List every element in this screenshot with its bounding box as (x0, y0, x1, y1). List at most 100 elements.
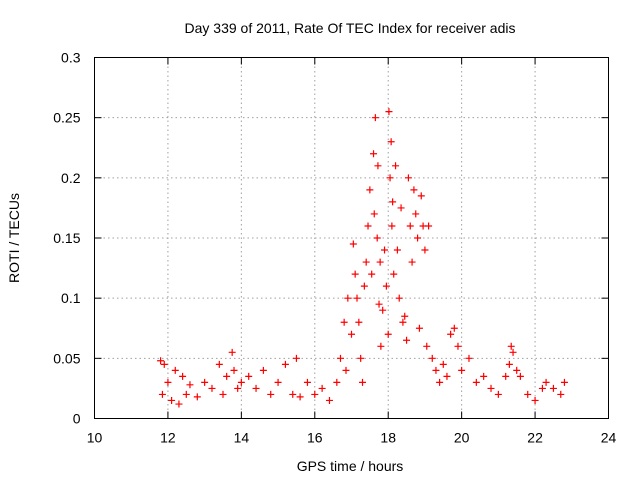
data-point (193, 393, 201, 401)
data-point (516, 372, 524, 380)
data-point (377, 342, 385, 350)
data-point (245, 372, 253, 380)
data-point (395, 294, 403, 302)
x-tick-label: 10 (87, 430, 103, 446)
data-point (223, 372, 231, 380)
data-point (370, 210, 378, 218)
tick-layer: 10 12 14 16 18 20 22 24 0 0.05 0.1 0.15 0.2 0.25 0.3 (53, 50, 616, 446)
data-point (410, 186, 418, 194)
data-point (157, 357, 165, 365)
y-tick-label: 0.2 (61, 170, 81, 186)
data-point (325, 396, 333, 404)
data-point (234, 384, 242, 392)
data-point (296, 393, 304, 401)
data-point (353, 294, 361, 302)
data-point (366, 186, 374, 194)
data-point (509, 348, 517, 356)
data-point (432, 366, 440, 374)
data-point (443, 372, 451, 380)
data-point (450, 324, 458, 332)
data-point (357, 354, 365, 362)
plot-frame (94, 57, 609, 419)
data-point (502, 372, 510, 380)
data-point (344, 294, 352, 302)
data-point (557, 390, 565, 398)
data-point (355, 318, 363, 326)
x-axis-label: GPS time / hours (297, 458, 404, 474)
data-point (458, 366, 466, 374)
x-tick-label: 24 (601, 430, 617, 446)
data-point (336, 354, 344, 362)
y-tick-label: 0.1 (61, 290, 81, 306)
data-point (208, 384, 216, 392)
data-point (454, 342, 462, 350)
data-point (303, 378, 311, 386)
data-point (230, 366, 238, 374)
data-point (340, 318, 348, 326)
data-point (342, 366, 350, 374)
data-point (375, 300, 383, 308)
y-tick-label: 0.25 (53, 110, 80, 126)
y-tick-label: 0.3 (61, 50, 81, 66)
data-point (228, 348, 236, 356)
data-point (373, 234, 381, 242)
data-point (390, 270, 398, 278)
x-tick-label: 12 (160, 430, 176, 446)
y-tick-label: 0 (73, 411, 81, 427)
data-point (267, 390, 275, 398)
data-point (397, 204, 405, 212)
data-point (494, 390, 502, 398)
data-point (360, 282, 368, 290)
data-point (311, 390, 319, 398)
data-point (382, 282, 390, 290)
data-point (171, 366, 179, 374)
data-point (465, 354, 473, 362)
data-point (349, 240, 357, 248)
data-point (472, 378, 480, 386)
x-tick-label: 20 (454, 430, 470, 446)
data-point (406, 222, 414, 230)
data-point (480, 372, 488, 380)
data-point (560, 378, 568, 386)
data-point (292, 354, 300, 362)
data-point (318, 384, 326, 392)
data-point (412, 210, 420, 218)
data-point (415, 324, 423, 332)
data-point (421, 246, 429, 254)
data-point (374, 162, 382, 170)
data-point (168, 396, 176, 404)
data-point (219, 390, 227, 398)
y-tick-label: 0.05 (53, 350, 80, 366)
data-point (425, 222, 433, 230)
data-point (549, 384, 557, 392)
data-point (175, 400, 183, 408)
data-point (417, 192, 425, 200)
data-point (281, 360, 289, 368)
data-point (186, 381, 194, 389)
data-point (505, 360, 513, 368)
data-point (237, 378, 245, 386)
data-point (362, 258, 370, 266)
data-point (399, 318, 407, 326)
data-point (333, 378, 341, 386)
data-point (158, 390, 166, 398)
data-point (179, 372, 187, 380)
data-point (388, 222, 396, 230)
data-point (393, 246, 401, 254)
y-tick-label: 0.15 (53, 230, 80, 246)
data-point (252, 384, 260, 392)
data-point (414, 234, 422, 242)
data-point (423, 342, 431, 350)
data-point (538, 384, 546, 392)
data-points (157, 108, 568, 408)
data-point (507, 342, 515, 350)
data-point (215, 360, 223, 368)
data-point (364, 222, 372, 230)
data-point (387, 138, 395, 146)
data-point (160, 360, 168, 368)
chart-title: Day 339 of 2011, Rate Of TEC Index for r… (185, 20, 516, 36)
data-point (385, 108, 393, 116)
data-point (384, 330, 392, 338)
data-point (403, 336, 411, 344)
